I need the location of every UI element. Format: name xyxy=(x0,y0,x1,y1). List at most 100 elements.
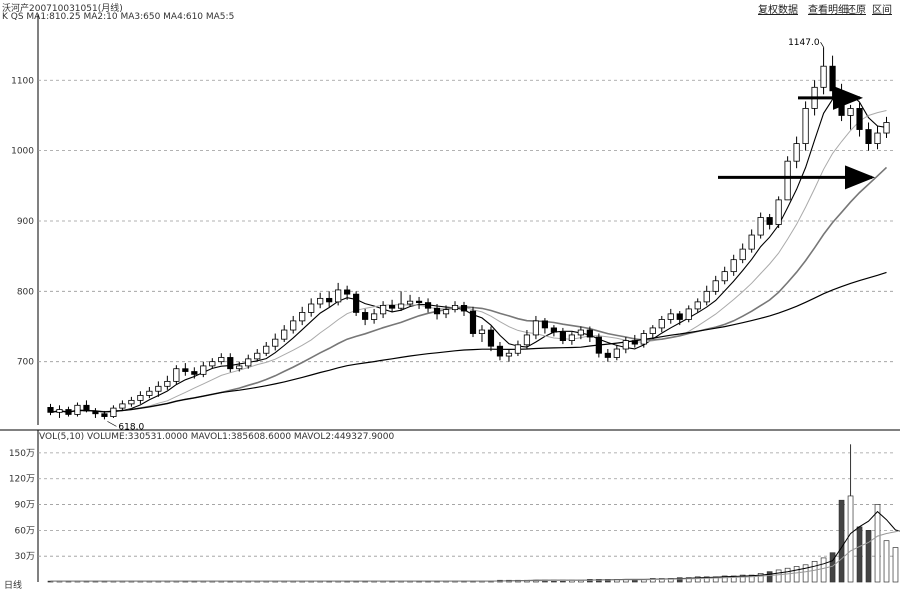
volume-bar xyxy=(829,552,836,583)
volume-bar xyxy=(847,495,854,583)
candle-body-up xyxy=(245,358,252,367)
candle xyxy=(604,349,611,362)
candle xyxy=(721,266,728,285)
candle-body-down xyxy=(469,310,477,334)
candle xyxy=(784,156,791,201)
candle xyxy=(640,330,647,348)
candle-body-down xyxy=(415,300,423,303)
candle-body-down xyxy=(182,368,189,372)
footer-label: 日线 xyxy=(4,581,23,591)
candle-body-up xyxy=(748,234,755,250)
volume-bar xyxy=(694,576,701,583)
volume-bar xyxy=(739,574,746,583)
candle xyxy=(748,229,755,253)
price-tick-label: 1100 xyxy=(11,76,34,86)
candle xyxy=(649,325,656,338)
candle-body-up xyxy=(793,143,800,162)
candle xyxy=(191,367,198,379)
candle-body-up xyxy=(56,409,63,413)
candle xyxy=(802,101,809,151)
candle xyxy=(460,301,468,316)
ma-line-60 xyxy=(50,271,887,413)
candle-body-up xyxy=(110,407,117,417)
candle xyxy=(613,344,620,361)
candle xyxy=(487,326,495,352)
candle xyxy=(263,341,270,357)
candle xyxy=(433,303,441,320)
volume-tick-label: 150万 xyxy=(9,449,35,459)
candle-body-down xyxy=(487,329,495,347)
candle-body-up xyxy=(146,390,153,396)
candle xyxy=(155,381,162,397)
candle xyxy=(388,299,396,313)
candle-body-up xyxy=(739,248,746,261)
candle xyxy=(532,315,540,340)
candle-body-up xyxy=(694,301,701,310)
candle-body-down xyxy=(676,313,683,320)
candle xyxy=(47,403,54,416)
candle-body-up xyxy=(308,303,315,313)
candle-body-up xyxy=(784,160,791,201)
candle-body-down xyxy=(92,410,99,415)
candle-body-up xyxy=(640,333,647,345)
candle-body-down xyxy=(65,409,72,415)
candle xyxy=(272,333,279,351)
candle-body-up xyxy=(155,385,162,392)
candle-body-up xyxy=(532,320,540,336)
candle xyxy=(829,55,836,98)
candle-body-down xyxy=(191,371,198,375)
ma-line-10 xyxy=(50,110,887,413)
candle-body-down xyxy=(101,413,108,417)
ma-legend: K QS MA1:810.25 MA2:10 MA3:650 MA4:610 M… xyxy=(2,12,235,22)
candle xyxy=(290,315,297,334)
volume-bar xyxy=(802,564,809,583)
candle-body-up xyxy=(128,399,135,405)
candle-body-down xyxy=(47,407,54,413)
candle xyxy=(496,341,504,361)
low-label: 618.0 xyxy=(118,422,144,432)
candle xyxy=(847,104,854,130)
candle xyxy=(353,291,360,316)
restore-button[interactable]: 还原 xyxy=(846,5,866,16)
volume-bar xyxy=(721,575,728,583)
candle xyxy=(658,315,665,333)
candle xyxy=(469,306,477,338)
volume-bar xyxy=(649,578,656,583)
candle-body-down xyxy=(550,327,557,333)
candle-body-up xyxy=(874,132,881,144)
rights-data-button[interactable]: 复权数据 xyxy=(758,5,798,16)
candle xyxy=(92,408,99,418)
candle xyxy=(883,116,890,138)
candle-body-up xyxy=(137,395,144,401)
candle xyxy=(838,83,845,122)
candle-body-up xyxy=(380,305,387,315)
candle-body-up xyxy=(119,403,126,409)
candle-body-up xyxy=(514,344,522,354)
low-pointer xyxy=(107,421,117,427)
candle-body-up xyxy=(775,199,782,225)
volume-bar xyxy=(730,575,737,583)
range-button[interactable]: 区间 xyxy=(872,5,892,16)
candle xyxy=(380,301,387,319)
candle-body-up xyxy=(847,108,854,116)
candle-body-down xyxy=(344,289,351,295)
candle xyxy=(793,136,800,169)
candle xyxy=(712,275,719,295)
candle-body-down xyxy=(433,307,441,315)
candle-body-down xyxy=(559,331,566,341)
candle xyxy=(739,243,746,264)
candle xyxy=(110,405,117,418)
candle-body-up xyxy=(272,338,279,347)
details-button[interactable]: 查看明细 xyxy=(808,5,848,16)
candle-body-down xyxy=(595,336,602,354)
volume-bar xyxy=(865,530,872,583)
volume-bar xyxy=(874,504,881,583)
candle xyxy=(254,349,261,362)
volume-bar xyxy=(685,577,692,583)
candle-body-up xyxy=(721,271,728,282)
candle xyxy=(442,305,450,319)
candle xyxy=(550,325,557,337)
candle xyxy=(685,305,692,323)
candle-body-down xyxy=(586,329,593,338)
